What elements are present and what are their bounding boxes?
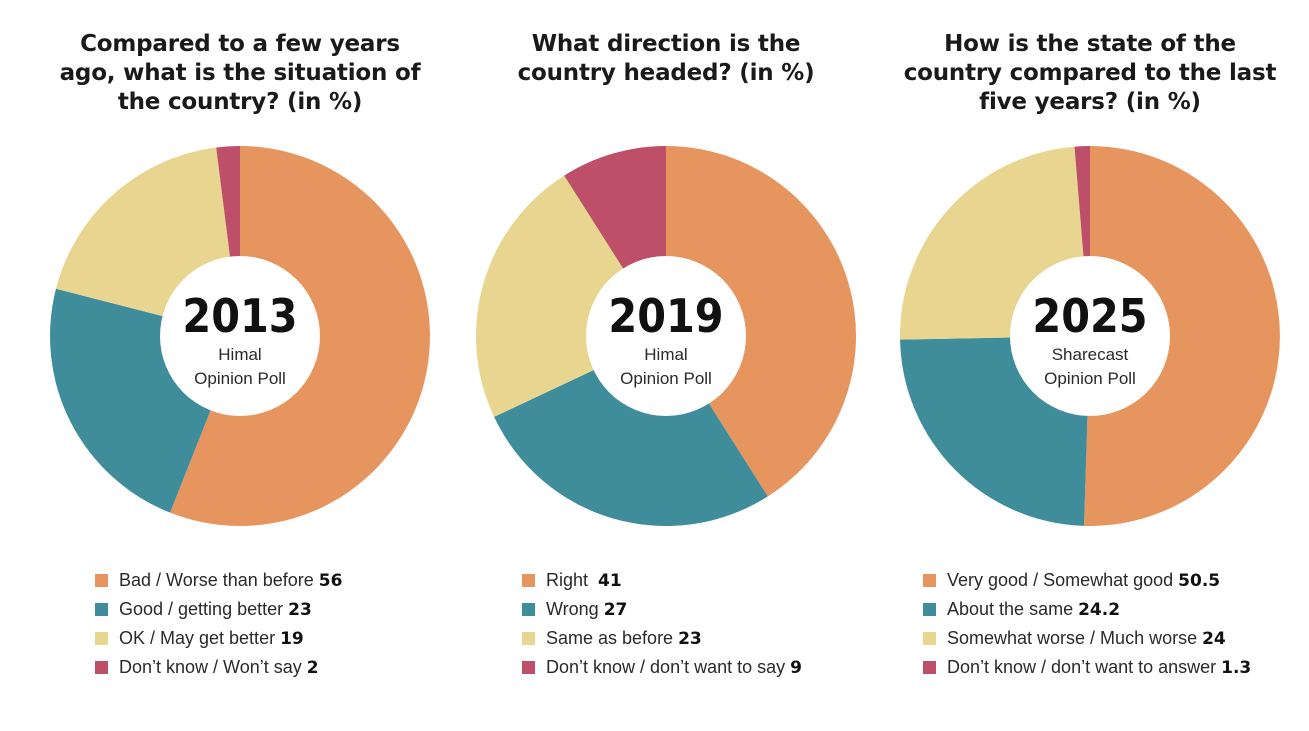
center-source-line-2: Opinion Poll [620,369,712,388]
legend-item: Wrong 27 [522,595,802,624]
legend-item: Very good / Somewhat good 50.5 [923,566,1251,595]
legend-swatch [522,603,535,616]
legend-label: About the same [947,599,1074,619]
legend-item: Don’t know / don’t want to answer 1.3 [923,653,1251,682]
legend-value: 24.2 [1078,599,1121,620]
legend-label: Good / getting better [119,599,284,619]
legend-value: 23 [678,628,702,649]
donut-hole [586,256,746,416]
legend-label: Same as before [546,628,674,648]
chart-title: What direction is the country headed? (i… [517,31,815,86]
legend: Very good / Somewhat good 50.5 About the s… [923,566,1251,682]
donut-hole [1010,256,1170,416]
legend-label: OK / May get better [119,628,276,648]
legend-swatch [95,603,108,616]
legend-label: Wrong [546,599,599,619]
legend-item: Right 41 [522,566,802,595]
legend: Bad / Worse than before 56 Good / getting … [95,566,342,682]
legend-value: 23 [288,599,312,620]
legend-swatch [923,574,936,587]
legend-swatch [923,661,936,674]
legend-swatch [923,603,936,616]
legend-value: 50.5 [1178,570,1221,591]
center-source-line-1: Himal [644,345,687,364]
center-source-line-1: Sharecast [1052,345,1129,364]
legend-swatch [95,661,108,674]
legend-label: Right [546,570,594,590]
center-year: 2025 [1032,289,1147,343]
pie-slice [1084,146,1280,526]
legend-item: OK / May get better 19 [95,624,342,653]
legend-item: Don’t know / don’t want to say 9 [522,653,802,682]
legend-swatch [522,574,535,587]
center-year: 2019 [608,289,723,343]
legend-value: 56 [318,570,343,591]
pie-slice [666,146,856,497]
pie-slice [494,336,768,527]
chart-title: Compared to a few years ago, what is the… [59,31,421,115]
donut-chart: 2013 Himal Opinion Poll [50,146,430,526]
chart-title: How is the state of the country compared… [903,31,1277,115]
legend-label: Don’t know / don’t want to answer [947,657,1217,677]
legend-value: 1.3 [1221,657,1252,678]
legend-label: Somewhat worse / Much worse [947,628,1198,648]
legend-label: Very good / Somewhat good [947,570,1174,590]
legend-item: Same as before 23 [522,624,802,653]
legend-swatch [923,632,936,645]
legend-swatch [95,574,108,587]
center-source-line-2: Opinion Poll [1044,369,1136,388]
legend-value: 9 [790,657,802,678]
legend-swatch [522,632,535,645]
legend-swatch [522,661,535,674]
legend-value: 19 [280,628,304,649]
legend-label: Don’t know / don’t want to say [546,657,786,677]
legend-item: Don’t know / Won’t say 2 [95,653,342,682]
donut-chart: 2025 Sharecast Opinion Poll [899,146,1280,526]
legend-value: 24 [1202,628,1226,649]
center-source-line-2: Opinion Poll [194,369,286,388]
legend-label: Bad / Worse than before [119,570,314,590]
donut-hole [160,256,320,416]
chart-panel-2025: How is the state of the country compared… [880,0,1300,731]
center-year: 2013 [182,289,297,343]
legend: Right 41 Wrong 27 Same as before 23 Don’t kno… [522,566,802,682]
legend-label: Don’t know / Won’t say [119,657,302,677]
center-source-line-1: Himal [218,345,261,364]
legend-item: Bad / Worse than before 56 [95,566,342,595]
legend-value: 2 [306,657,319,678]
legend-item: About the same 24.2 [923,595,1251,624]
legend-item: Good / getting better 23 [95,595,342,624]
chart-panel-2019: What direction is the country headed? (i… [456,0,876,731]
chart-panel-2013: Compared to a few years ago, what is the… [30,0,450,731]
legend-item: Somewhat worse / Much worse 24 [923,624,1251,653]
legend-swatch [95,632,108,645]
legend-value: 41 [598,570,622,591]
legend-value: 27 [603,599,628,620]
donut-chart: 2019 Himal Opinion Poll [475,146,856,527]
